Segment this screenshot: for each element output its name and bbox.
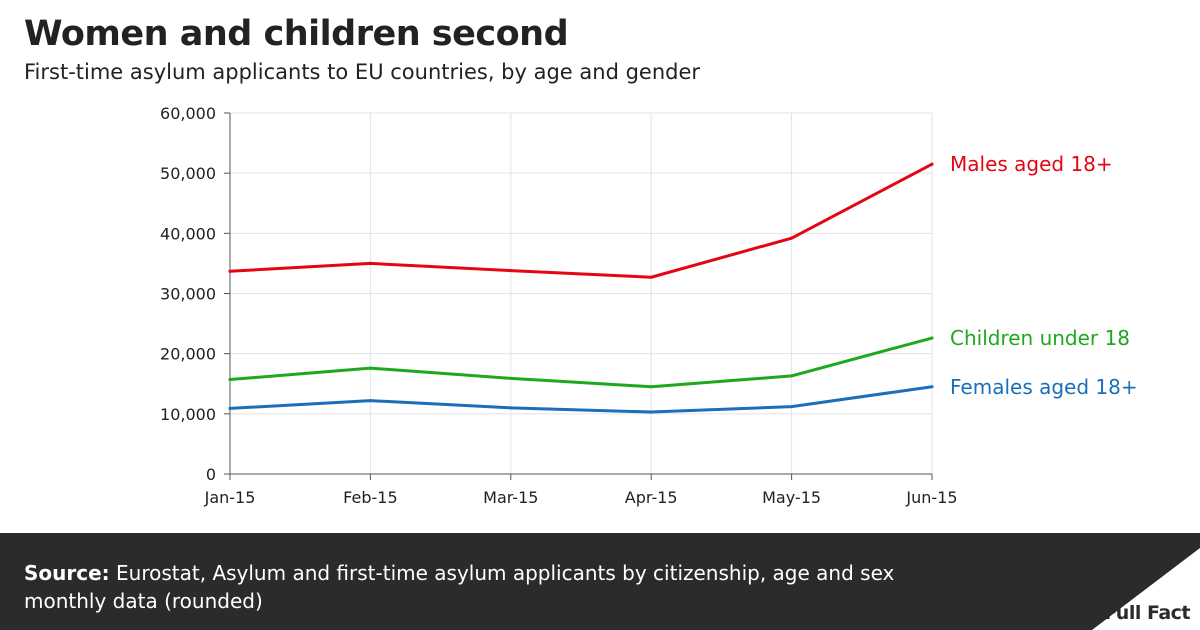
data-point-females-aged-18 xyxy=(509,406,513,410)
y-tick-label: 30,000 xyxy=(160,285,216,304)
series-line-children-under-18 xyxy=(228,336,934,389)
source-note: Source: Eurostat, Asylum and first-time … xyxy=(24,559,924,615)
data-point-females-aged-18 xyxy=(930,385,934,389)
source-footer: Source: Eurostat, Asylum and first-time … xyxy=(0,533,1200,630)
source-text: Eurostat, Asylum and first-time asylum a… xyxy=(24,561,895,613)
data-point-males-aged-18 xyxy=(649,275,653,279)
y-tick-label: 60,000 xyxy=(160,104,216,123)
brand-name: Full Fact xyxy=(1104,602,1190,624)
data-point-children-under-18 xyxy=(368,366,372,370)
data-point-females-aged-18 xyxy=(649,410,653,414)
chart-subtitle: First-time asylum applicants to EU count… xyxy=(24,60,701,84)
x-tick-label: Jun-15 xyxy=(905,488,957,507)
data-point-males-aged-18 xyxy=(368,261,372,265)
x-tick-label: Apr-15 xyxy=(625,488,678,507)
y-tick-label: 0 xyxy=(206,465,216,484)
data-point-females-aged-18 xyxy=(790,405,794,409)
chart-title: Women and children second xyxy=(24,14,569,54)
series-line-females-aged-18 xyxy=(228,385,934,414)
series-label-children-under-18: Children under 18 xyxy=(950,326,1130,350)
x-tick-label: May-15 xyxy=(762,488,821,507)
y-tick-label: 40,000 xyxy=(160,224,216,243)
data-point-children-under-18 xyxy=(509,376,513,380)
y-tick-label: 20,000 xyxy=(160,345,216,364)
full-fact-logo xyxy=(1092,548,1200,630)
series-label-males-aged-18: Males aged 18+ xyxy=(950,152,1113,176)
series-line-males-aged-18 xyxy=(228,162,934,279)
data-point-females-aged-18 xyxy=(368,399,372,403)
x-tick-label: Feb-15 xyxy=(343,488,397,507)
y-tick-label: 10,000 xyxy=(160,405,216,424)
data-point-children-under-18 xyxy=(228,378,232,382)
series-label-females-aged-18: Females aged 18+ xyxy=(950,375,1138,399)
data-point-children-under-18 xyxy=(790,374,794,378)
data-point-children-under-18 xyxy=(649,385,653,389)
x-tick-label: Mar-15 xyxy=(483,488,538,507)
data-point-children-under-18 xyxy=(930,336,934,340)
data-point-females-aged-18 xyxy=(228,406,232,410)
data-point-males-aged-18 xyxy=(930,162,934,166)
logo-triangle-icon xyxy=(1092,548,1200,630)
x-tick-label: Jan-15 xyxy=(204,488,256,507)
line-chart: 0 10,000 20,000 30,000 40,000 50,000 60,000 Jan… xyxy=(160,104,1138,507)
data-point-males-aged-18 xyxy=(790,236,794,240)
data-point-males-aged-18 xyxy=(509,269,513,273)
data-point-males-aged-18 xyxy=(228,269,232,273)
y-tick-label: 50,000 xyxy=(160,164,216,183)
source-label: Source: xyxy=(24,561,110,585)
